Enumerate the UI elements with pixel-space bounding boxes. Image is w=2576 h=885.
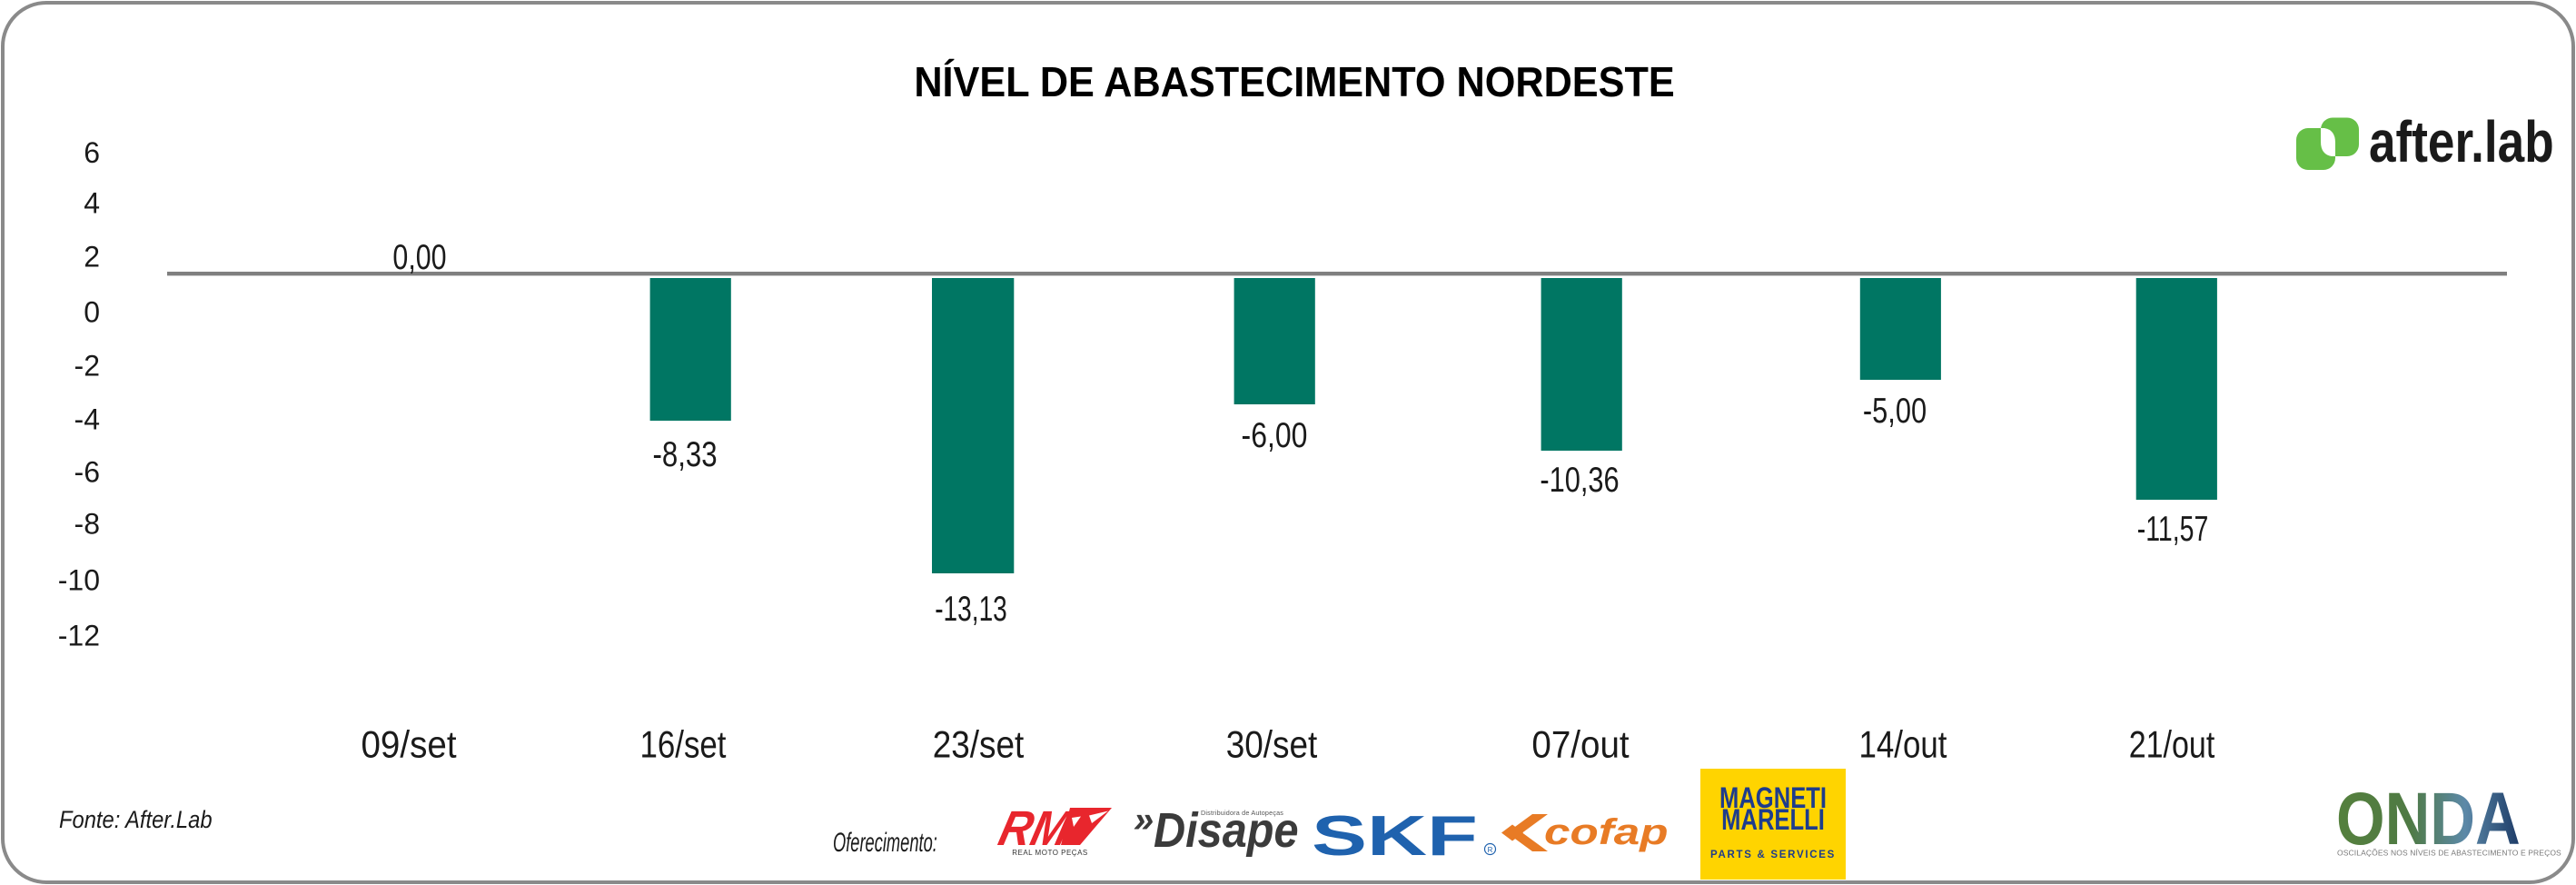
svg-text:Oferecimento:: Oferecimento:: [833, 829, 937, 859]
svg-text:0: 0: [84, 296, 100, 329]
svg-text:30/set: 30/set: [1226, 724, 1318, 766]
svg-text:after.lab: after.lab: [2369, 110, 2554, 174]
svg-text:-10: -10: [58, 564, 100, 597]
svg-text:-10,36: -10,36: [1540, 461, 1619, 500]
svg-text:-12: -12: [58, 620, 100, 652]
svg-text:0,00: 0,00: [392, 237, 446, 276]
svg-text:OSCILAÇÕES NOS NÍVEIS DE ABAST: OSCILAÇÕES NOS NÍVEIS DE ABASTECIMENTO E…: [2337, 849, 2561, 858]
svg-text:-4: -4: [74, 403, 100, 436]
svg-text:»: »: [1134, 800, 1154, 840]
svg-text:R: R: [1488, 846, 1493, 854]
svg-text:Distribuidora de Autopeças: Distribuidora de Autopeças: [1201, 809, 1283, 817]
svg-text:SKF: SKF: [1312, 804, 1478, 868]
svg-text:-13,13: -13,13: [935, 590, 1007, 630]
svg-text:cofap: cofap: [1544, 810, 1669, 851]
svg-text:16/set: 16/set: [640, 724, 727, 767]
svg-text:MARELLI: MARELLI: [1721, 804, 1825, 836]
svg-text:6: 6: [84, 136, 100, 169]
svg-text:PARTS & SERVICES: PARTS & SERVICES: [1710, 850, 1836, 860]
svg-text:-11,57: -11,57: [2137, 510, 2209, 549]
svg-text:-8,33: -8,33: [652, 435, 717, 474]
svg-text:ONDA: ONDA: [2336, 777, 2521, 860]
svg-text:RM: RM: [994, 801, 1077, 856]
svg-text:-6: -6: [74, 456, 100, 489]
svg-text:07/out: 07/out: [1531, 724, 1629, 766]
svg-text:-6,00: -6,00: [1242, 415, 1308, 455]
svg-text:21/out: 21/out: [2129, 724, 2215, 766]
svg-text:23/set: 23/set: [933, 724, 1025, 766]
svg-text:09/set: 09/set: [361, 724, 456, 766]
svg-text:-2: -2: [74, 350, 100, 383]
svg-text:REAL MOTO PEÇAS: REAL MOTO PEÇAS: [1012, 849, 1088, 857]
svg-text:MAGNETI: MAGNETI: [1719, 782, 1827, 814]
svg-text:NÍVEL DE ABASTECIMENTO NORDEST: NÍVEL DE ABASTECIMENTO NORDESTE: [914, 59, 1674, 106]
svg-text:Disape: Disape: [1154, 803, 1299, 858]
svg-text:-5,00: -5,00: [1863, 392, 1927, 431]
svg-text:14/out: 14/out: [1859, 724, 1947, 767]
svg-text:2: 2: [84, 241, 100, 273]
svg-text:Fonte: After.Lab: Fonte: After.Lab: [59, 807, 213, 834]
svg-text:4: 4: [84, 187, 100, 220]
svg-text:-8: -8: [74, 508, 100, 541]
